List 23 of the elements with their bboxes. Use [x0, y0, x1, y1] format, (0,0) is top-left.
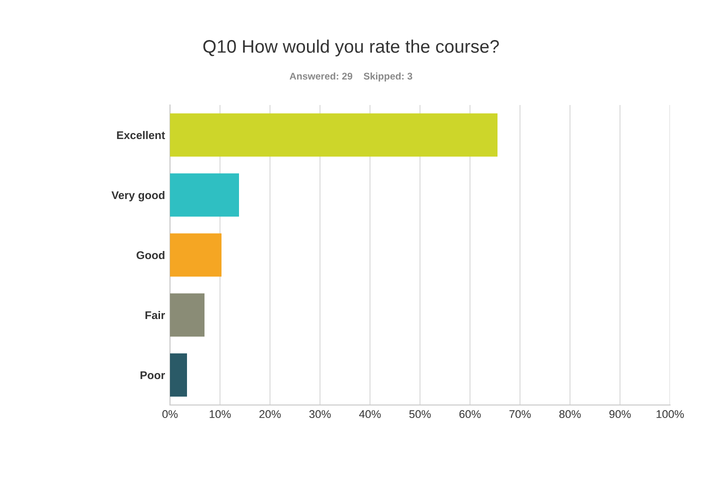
- x-tick-label: 30%: [309, 410, 331, 418]
- x-tick-label: 50%: [409, 410, 431, 418]
- bar: [170, 113, 498, 157]
- bar: [170, 353, 187, 397]
- y-tick-label: Good: [136, 250, 164, 260]
- chart-subtitle: Answered: 29 Skipped: 3: [290, 72, 412, 82]
- x-tick-label: 40%: [359, 410, 381, 418]
- x-tick-label: 80%: [559, 410, 581, 418]
- y-tick-label: Very good: [112, 190, 164, 202]
- x-tick-label: 100%: [656, 410, 684, 418]
- bar: [170, 293, 204, 337]
- x-tick-label: 10%: [210, 410, 231, 418]
- x-tick-label: 60%: [459, 410, 481, 418]
- y-tick-label: Excellent: [117, 130, 166, 140]
- y-tick-label: Poor: [140, 371, 165, 380]
- chart-title: Q10 How would you rate the course?: [203, 40, 499, 56]
- x-tick-label: 70%: [509, 410, 531, 418]
- x-tick-label: 0%: [162, 410, 178, 418]
- y-tick-label: Fair: [146, 310, 165, 320]
- bar: [170, 173, 239, 217]
- x-tick-label: 20%: [259, 410, 281, 418]
- bar: [170, 233, 222, 277]
- x-tick-label: 90%: [609, 410, 631, 418]
